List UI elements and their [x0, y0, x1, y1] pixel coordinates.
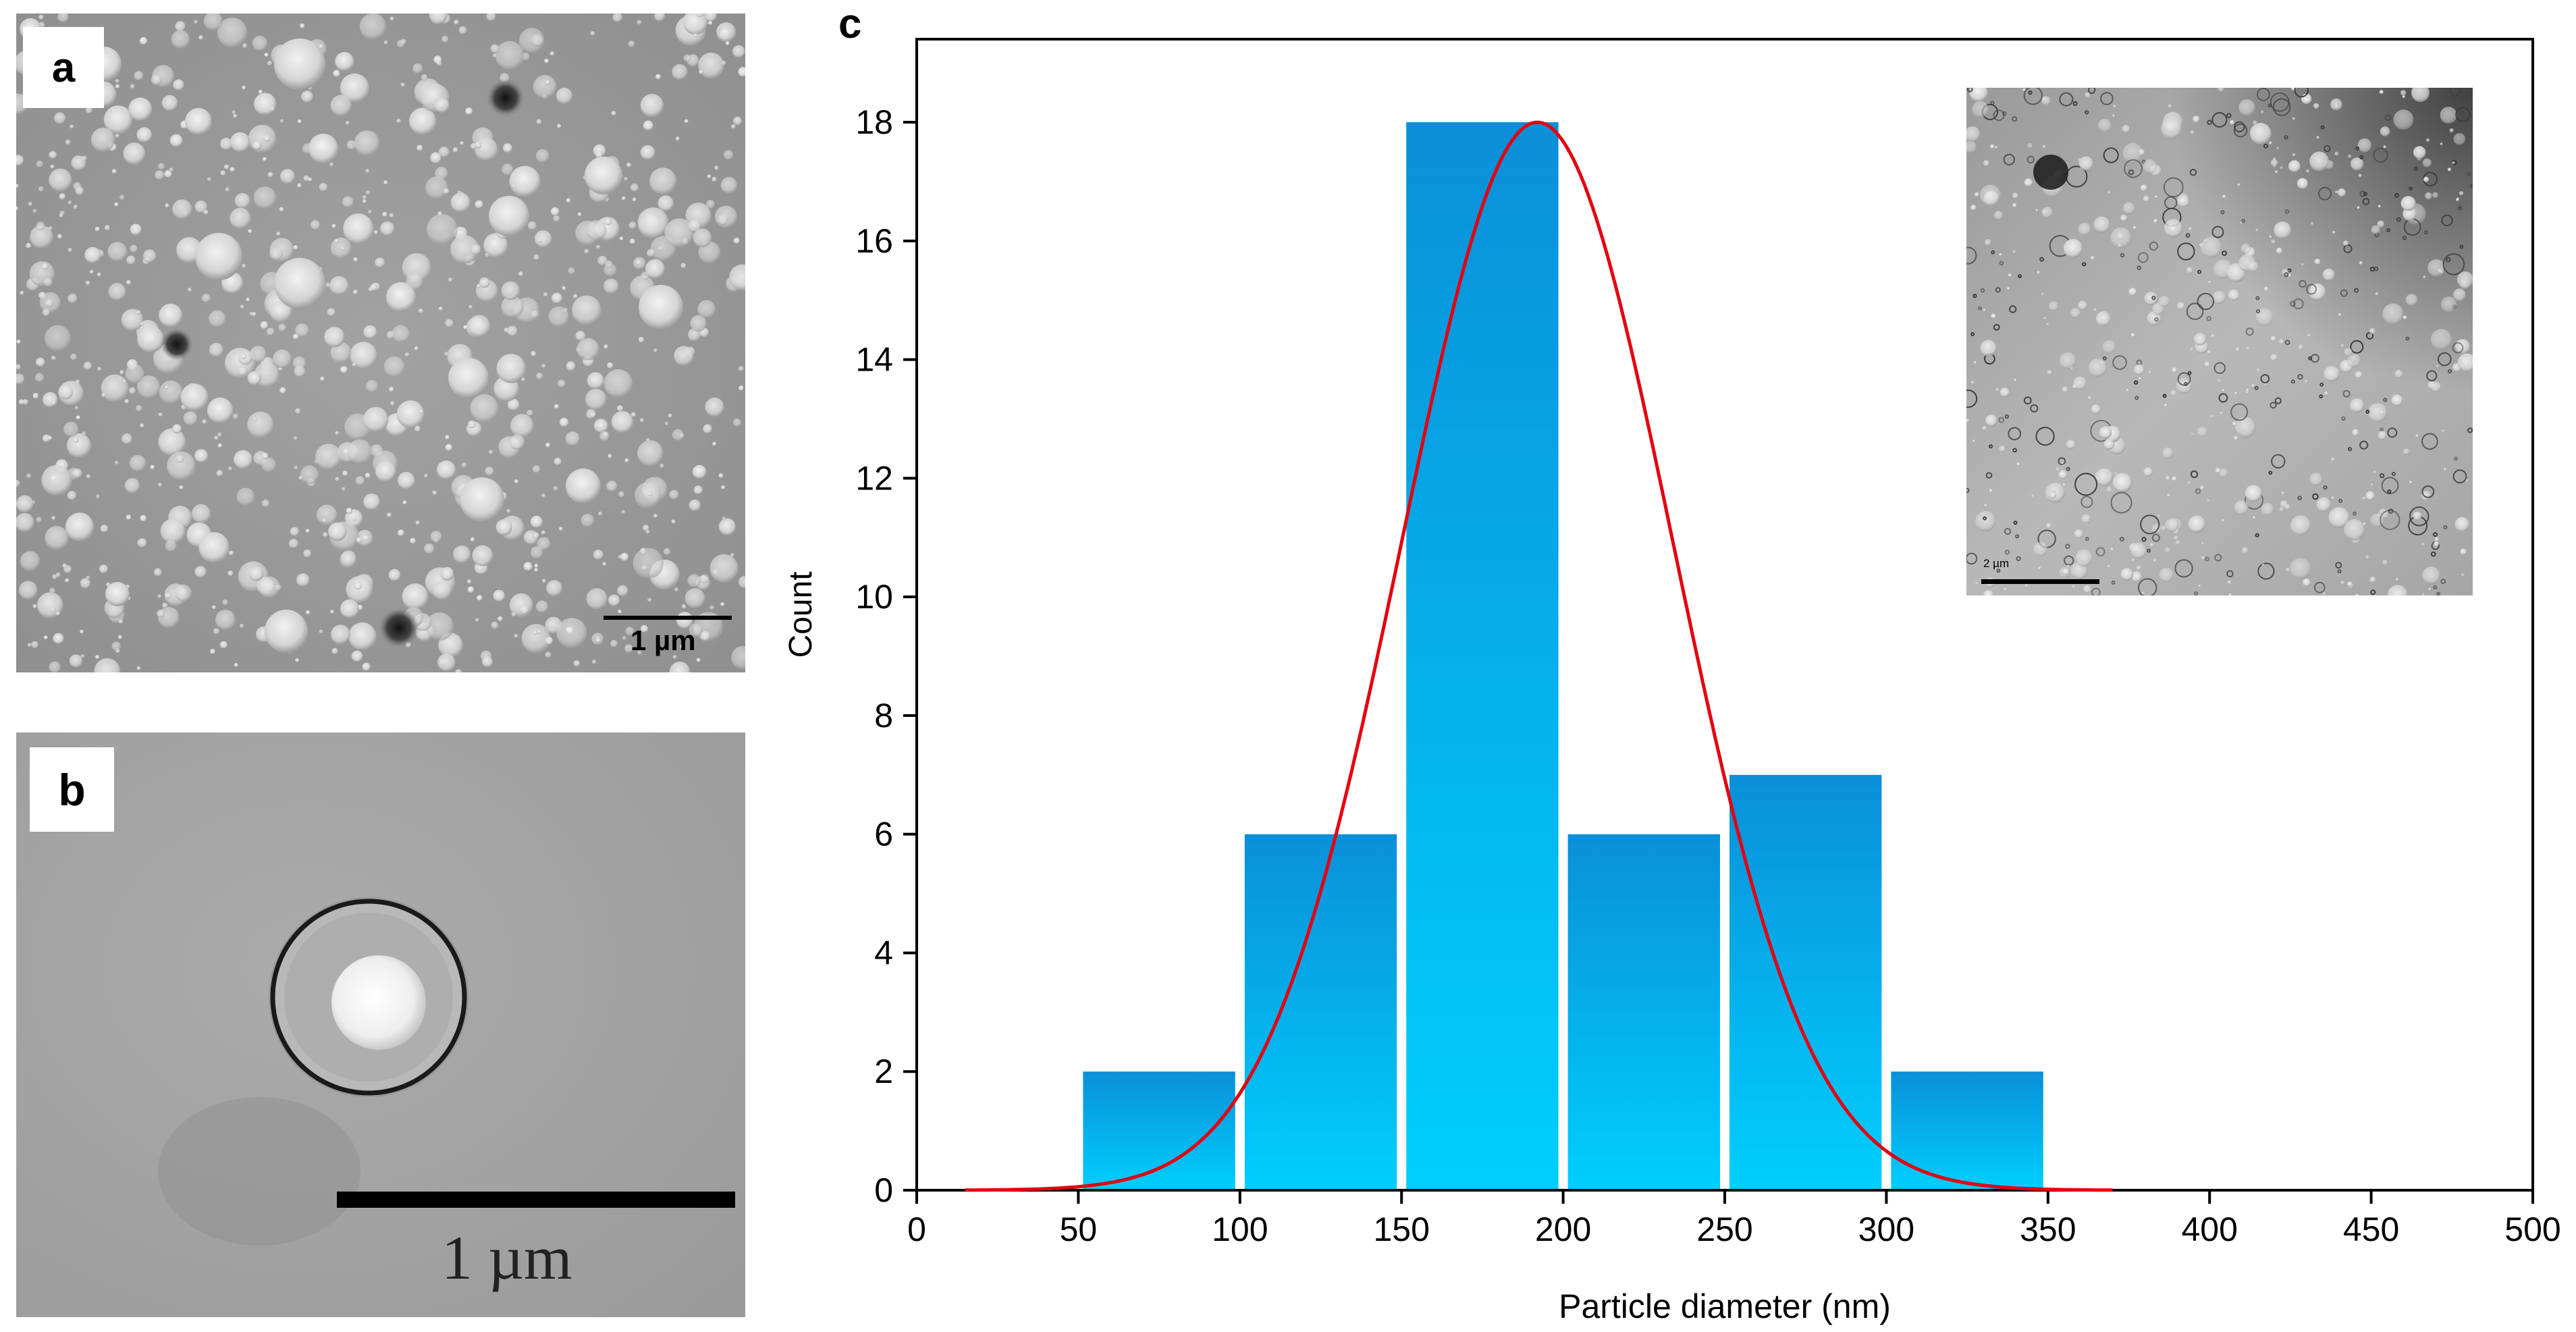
panel-label-a: a: [23, 27, 104, 108]
dark-particle: [487, 79, 525, 117]
y-axis-title: Count: [783, 571, 819, 658]
y-tick-label: 16: [855, 222, 893, 260]
histogram-bar: [1406, 122, 1559, 1190]
droplet-core: [331, 955, 426, 1050]
micrograph-b-image: [16, 732, 745, 1317]
dark-particle: [161, 328, 193, 361]
x-tick-label: 500: [2504, 1210, 2560, 1248]
scale-bar-label-b: 1 µm: [441, 1223, 572, 1292]
y-tick-label: 6: [874, 816, 893, 853]
histogram-bar: [1567, 834, 1720, 1190]
micrograph-a-image: [16, 14, 745, 672]
y-tick-label: 4: [874, 934, 893, 971]
scale-bar-line-inset: [1981, 579, 2099, 584]
inset-micrograph-image: [1966, 88, 2473, 595]
size-distribution-chart: 0 50 100 150 200 250 300 350 400 450 500 0 2 4 6 8 10 12 1…: [783, 38, 2561, 1325]
x-tick-label: 50: [1060, 1210, 1098, 1248]
x-tick-label: 400: [2181, 1210, 2237, 1248]
x-tick-label: 200: [1535, 1210, 1591, 1248]
histogram-bar: [1891, 1071, 2043, 1190]
x-tick-label: 250: [1696, 1210, 1752, 1248]
x-tick-label: 450: [2343, 1210, 2399, 1248]
panel-label-b: b: [30, 747, 114, 832]
x-tick-label: 150: [1373, 1210, 1429, 1248]
x-tick-label: 300: [1858, 1210, 1914, 1248]
scale-bar-line-a: [603, 616, 732, 620]
panel-a-micrograph: a 1 µm: [16, 14, 745, 672]
scale-bar-line-b: [337, 1192, 735, 1208]
y-tick-label: 2: [874, 1053, 893, 1090]
x-tick-label: 0: [907, 1210, 926, 1248]
y-tick-label: 18: [855, 103, 893, 141]
gaussian-fit-curve: [965, 120, 2113, 1192]
y-tick-label: 14: [855, 341, 893, 379]
dark-particle: [379, 608, 419, 648]
y-tick-label: 12: [855, 459, 893, 497]
x-tick-label: 100: [1212, 1210, 1268, 1248]
x-axis-title: Particle diameter (nm): [1559, 1287, 1891, 1325]
y-tick-label: 0: [874, 1171, 893, 1209]
y-tick-label: 8: [874, 697, 893, 735]
scale-bar-label-inset: 2 µm: [1983, 557, 2010, 570]
y-tick-label: 10: [855, 578, 893, 616]
x-tick-label: 350: [2020, 1210, 2076, 1248]
panel-b-micrograph: b 1 µm: [16, 732, 745, 1317]
panel-label-c: c: [838, 1, 862, 47]
inset-micrograph: 2 µm: [1966, 88, 2473, 595]
scale-bar-label-a: 1 µm: [630, 624, 696, 656]
